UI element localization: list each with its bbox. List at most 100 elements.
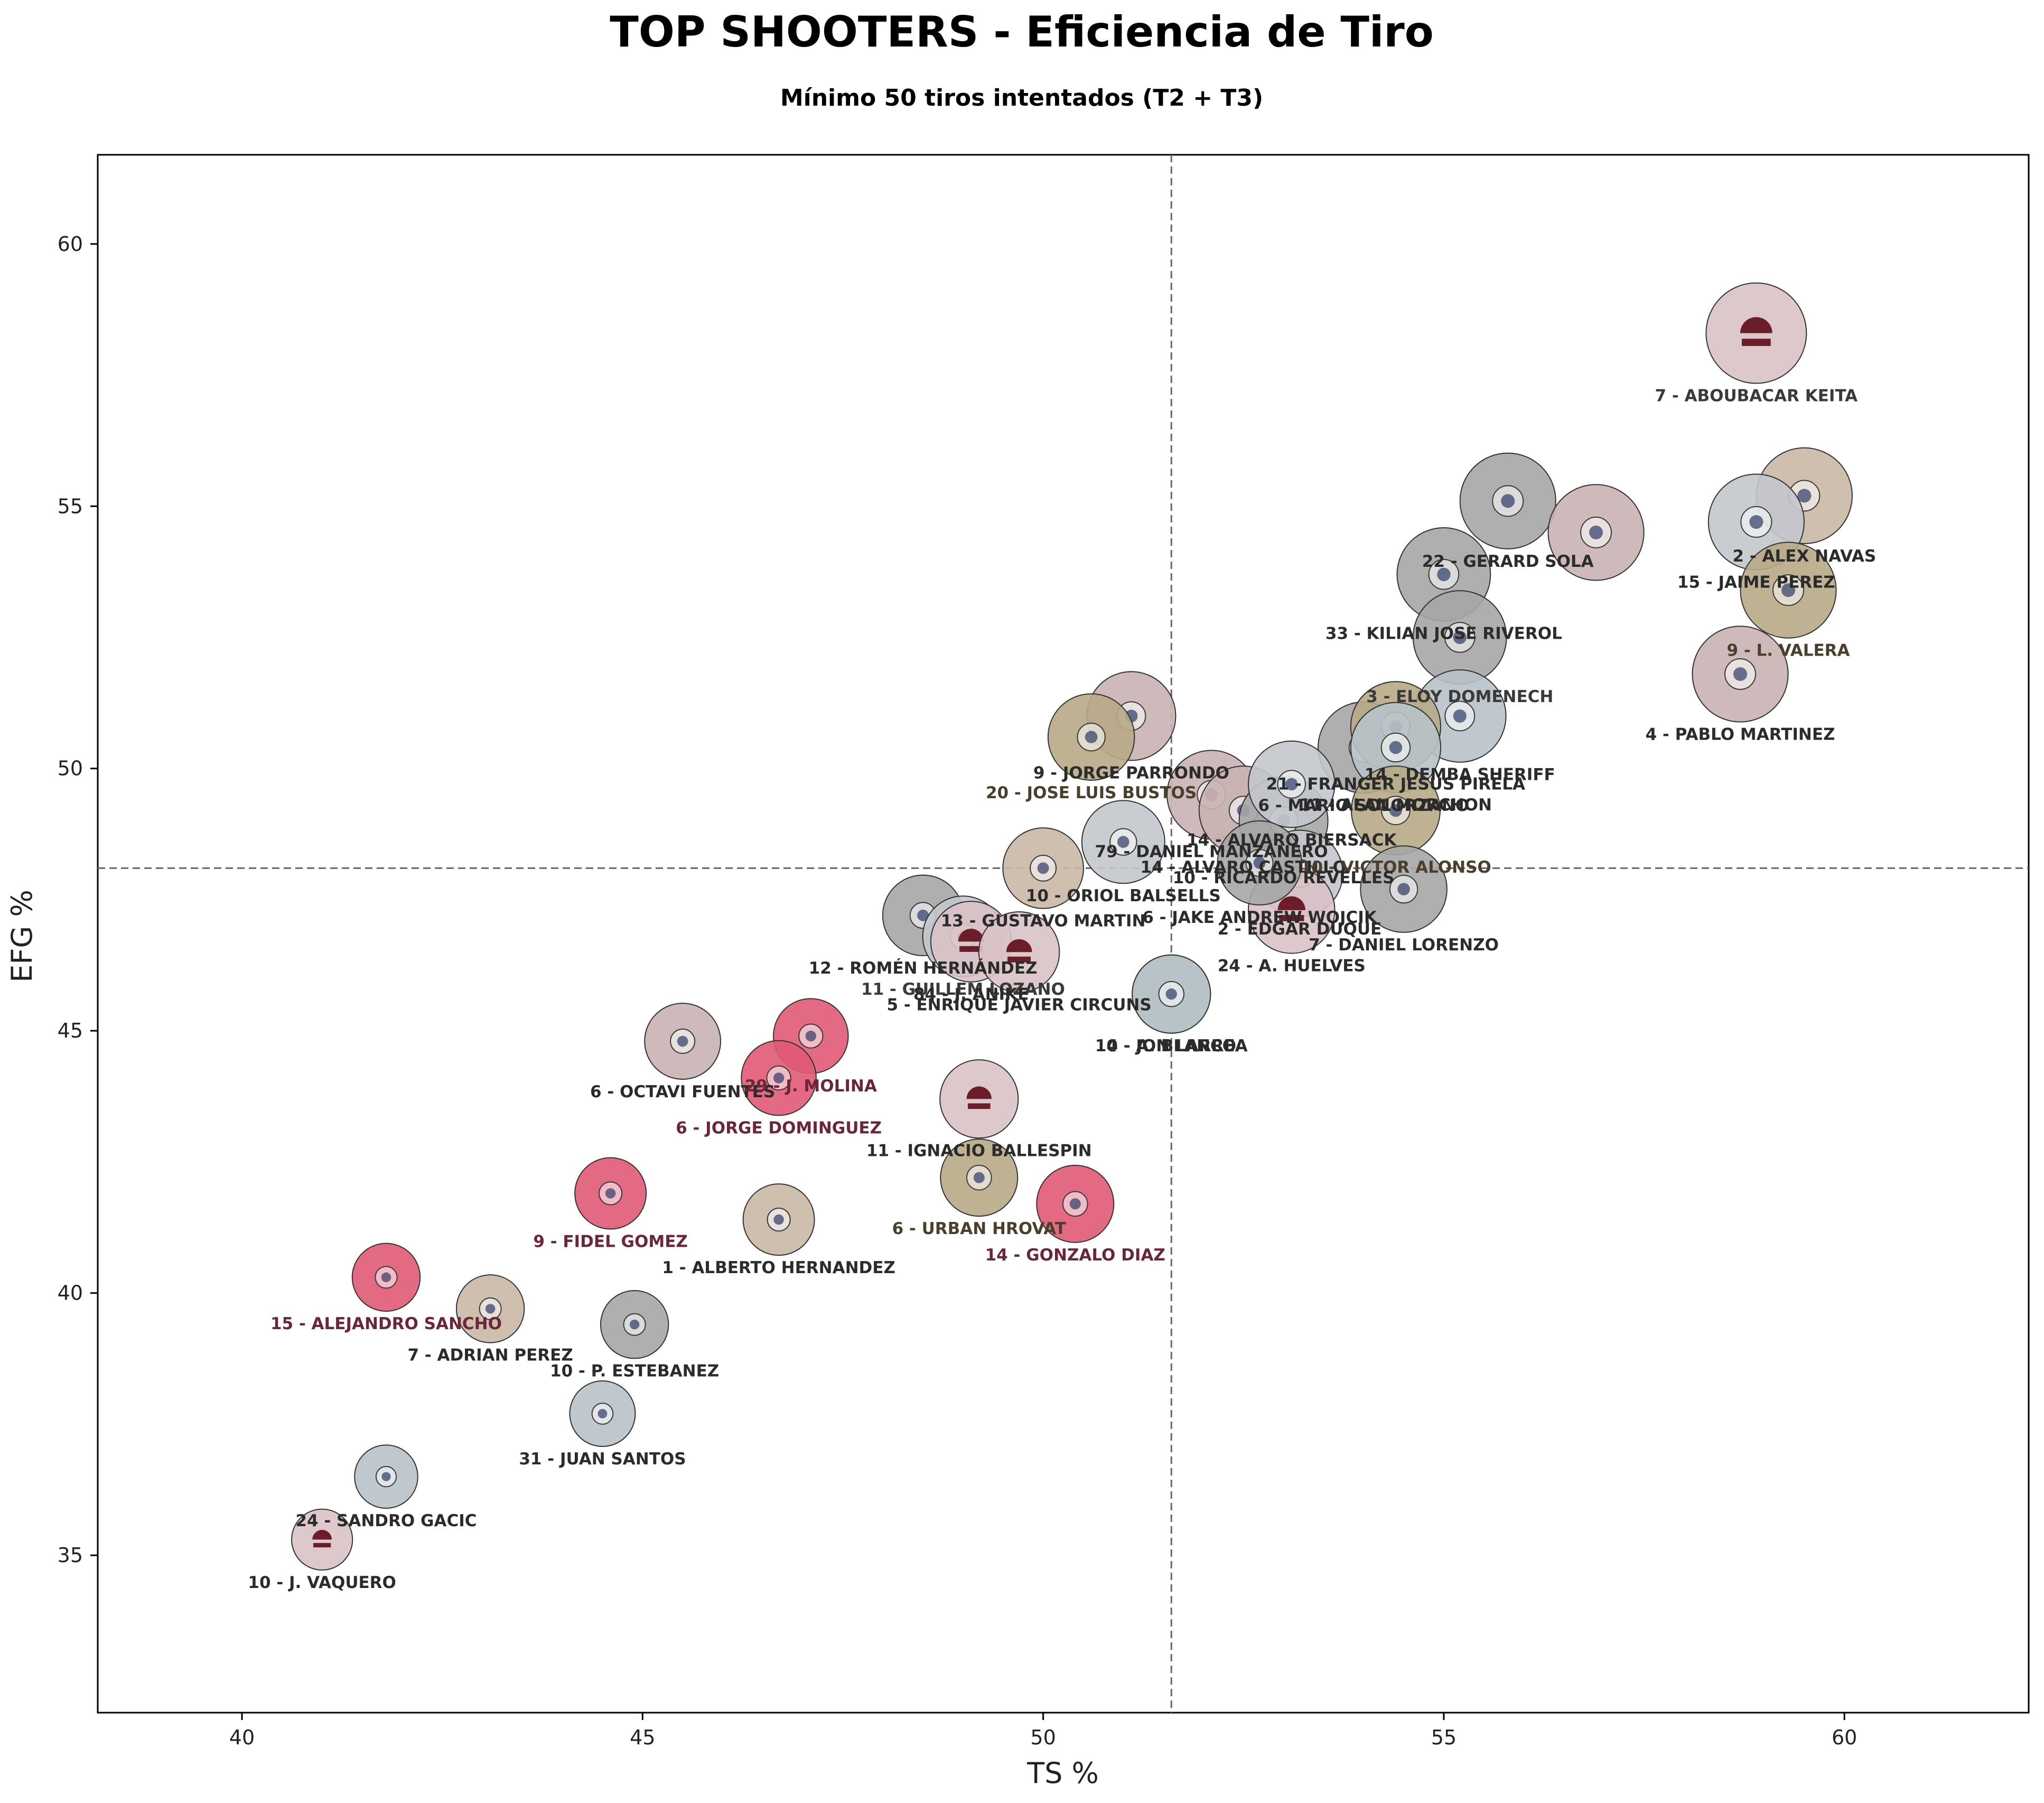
- club-crest-core: [1453, 709, 1467, 723]
- player-label: 6 - URBAN HROVAT: [892, 1219, 1066, 1238]
- club-crest-core: [1069, 1198, 1081, 1210]
- labels-layer: 7 - ABOUBACAR KEITA 2 - ALEX NAVAS 15 - JA…: [248, 387, 1876, 1592]
- zbk-logo-icon-bar: [967, 1103, 991, 1109]
- player-point: [940, 1138, 1019, 1217]
- club-crest-core: [1037, 862, 1049, 874]
- player-label: 10 - JON LARREA: [1095, 1036, 1248, 1055]
- player-point: [741, 1040, 817, 1116]
- player-label: 2 - EDGAR DUQUE: [1218, 920, 1382, 939]
- club-crest-core: [381, 1472, 391, 1481]
- club-crest-core: [773, 1214, 784, 1225]
- player-label: 15 - JAIME PEREZ: [1677, 573, 1835, 592]
- y-tick-label: 35: [58, 1544, 83, 1567]
- player-label: 11 - GUILLEM LOZANO: [861, 980, 1065, 999]
- player-point: [1217, 820, 1302, 906]
- player-label: 14 - ALVARO CASTILLO: [1141, 858, 1347, 877]
- zbk-logo-icon: [312, 1529, 332, 1540]
- x-tick-label: 60: [1832, 1726, 1857, 1749]
- player-label: 6 - OCTAVI FUENTES: [590, 1082, 775, 1101]
- zbk-logo-icon: [1006, 939, 1032, 952]
- player-label: 5 - ENRIQUE JAVIER CIRCUNS: [886, 996, 1151, 1015]
- player-point: [939, 1059, 1019, 1139]
- player-label: 3 - ELOY DOMENECH: [1366, 687, 1553, 706]
- club-crest-core: [1285, 778, 1298, 791]
- club-crest-core: [1733, 667, 1748, 681]
- plot-area: 40 45 50 55 60 35 40 45 50 55 60 7 - ABOUBACAR KEIT…: [58, 154, 2030, 1749]
- player-label: 10 - J. VAQUERO: [248, 1573, 396, 1592]
- zbk-logo-icon: [1277, 896, 1305, 910]
- y-tick-label: 40: [58, 1282, 83, 1305]
- club-crest-core: [381, 1272, 391, 1283]
- player-label: 15 - ALEJANDRO SANCHO: [270, 1314, 502, 1333]
- chart-subtitle: Mínimo 50 tiros intentados (T2 + T3): [780, 85, 1263, 111]
- player-point: [455, 1274, 525, 1343]
- player-label: 14 - DEMBA SHERIFF: [1365, 765, 1555, 784]
- player-label: 9 - JORGE PARRONDO: [1033, 763, 1229, 782]
- player-point: [1360, 845, 1448, 933]
- y-axis-label: EFG %: [5, 890, 39, 983]
- club-crest-core: [805, 1030, 816, 1042]
- player-label: 79 - DANIEL MANZANERO: [1095, 842, 1328, 861]
- zbk-logo-icon-bar: [313, 1543, 331, 1548]
- player-point: [1740, 541, 1837, 639]
- player-point: [1547, 484, 1645, 581]
- player-point: [1705, 282, 1807, 384]
- player-point: [354, 1444, 418, 1509]
- player-point: [1002, 827, 1084, 909]
- x-tick-label: 55: [1431, 1726, 1457, 1749]
- y-tick-label: 50: [58, 757, 83, 780]
- club-crest-core: [1117, 836, 1130, 848]
- y-tick-label: 45: [58, 1019, 83, 1042]
- player-label: 20 - JOSE LUIS BUSTOS: [986, 783, 1197, 802]
- club-crest-core: [1397, 883, 1410, 895]
- player-point: [1036, 1164, 1115, 1243]
- player-point: [1412, 590, 1507, 685]
- player-label: 31 - JUAN SANTOS: [519, 1450, 686, 1469]
- y-tick-label: 55: [58, 494, 83, 518]
- player-label: 11 - IGNACIO BALLESPIN: [866, 1141, 1092, 1160]
- player-label: 11 - ALAN MORCHON: [1300, 796, 1492, 815]
- player-point: [1047, 693, 1135, 781]
- chart-title: TOP SHOOTERS - Eficiencia de Tiro: [610, 7, 1433, 57]
- club-crest-core: [605, 1188, 616, 1199]
- plot-frame: [97, 154, 2030, 1714]
- player-label: 10 - P. ESTEBANEZ: [550, 1361, 719, 1380]
- player-label: 9 - FIDEL GOMEZ: [533, 1232, 688, 1251]
- player-point: [569, 1380, 636, 1447]
- x-axis-label: TS %: [1026, 1757, 1099, 1790]
- x-tick-label: 45: [630, 1726, 655, 1749]
- player-label: 6 - JORGE DOMINGUEZ: [676, 1118, 882, 1137]
- zbk-logo-icon-bar: [959, 946, 983, 952]
- club-crest-core: [773, 1072, 785, 1083]
- player-label: 10 - ORIOL BALSELLS: [1026, 886, 1221, 905]
- player-point: [351, 1243, 421, 1312]
- club-crest-core: [1453, 630, 1467, 644]
- zbk-logo-icon-bar: [1279, 914, 1304, 921]
- points-layer: [291, 282, 1853, 1571]
- club-crest-core: [1749, 515, 1763, 529]
- player-label: 6 - MARIO SOLORZANO: [1258, 796, 1469, 815]
- club-crest-core: [1781, 583, 1796, 597]
- player-label: 24 - SANDRO GACIC: [295, 1511, 477, 1530]
- player-label: 7 - ADRIAN PEREZ: [407, 1346, 573, 1365]
- x-tick-label: 40: [229, 1726, 255, 1749]
- player-label: 2 - ALEX NAVAS: [1733, 547, 1877, 566]
- zbk-logo-icon-bar: [1007, 956, 1031, 963]
- player-point: [1081, 800, 1165, 884]
- player-point: [978, 911, 1060, 993]
- player-label: 7 - DANIEL LORENZO: [1309, 936, 1499, 955]
- player-label: 4 - PABLO MARTINEZ: [1646, 725, 1835, 744]
- player-label: 13 - GUSTAVO MARTIN: [941, 912, 1146, 931]
- club-crest-core: [1389, 741, 1403, 754]
- zbk-logo-icon: [1740, 317, 1772, 333]
- club-crest-core: [1165, 988, 1177, 1000]
- zbk-logo-icon: [966, 1086, 992, 1099]
- player-point: [1350, 702, 1441, 793]
- player-point: [644, 1003, 722, 1080]
- zbk-logo-icon-bar: [1741, 339, 1771, 346]
- player-point: [742, 1183, 815, 1256]
- player-point: [1459, 452, 1556, 549]
- player-label: 84 - J. ANIKE: [913, 985, 1029, 1004]
- player-label: 6 - JAKE ANDREW WOJCIK: [1142, 908, 1377, 927]
